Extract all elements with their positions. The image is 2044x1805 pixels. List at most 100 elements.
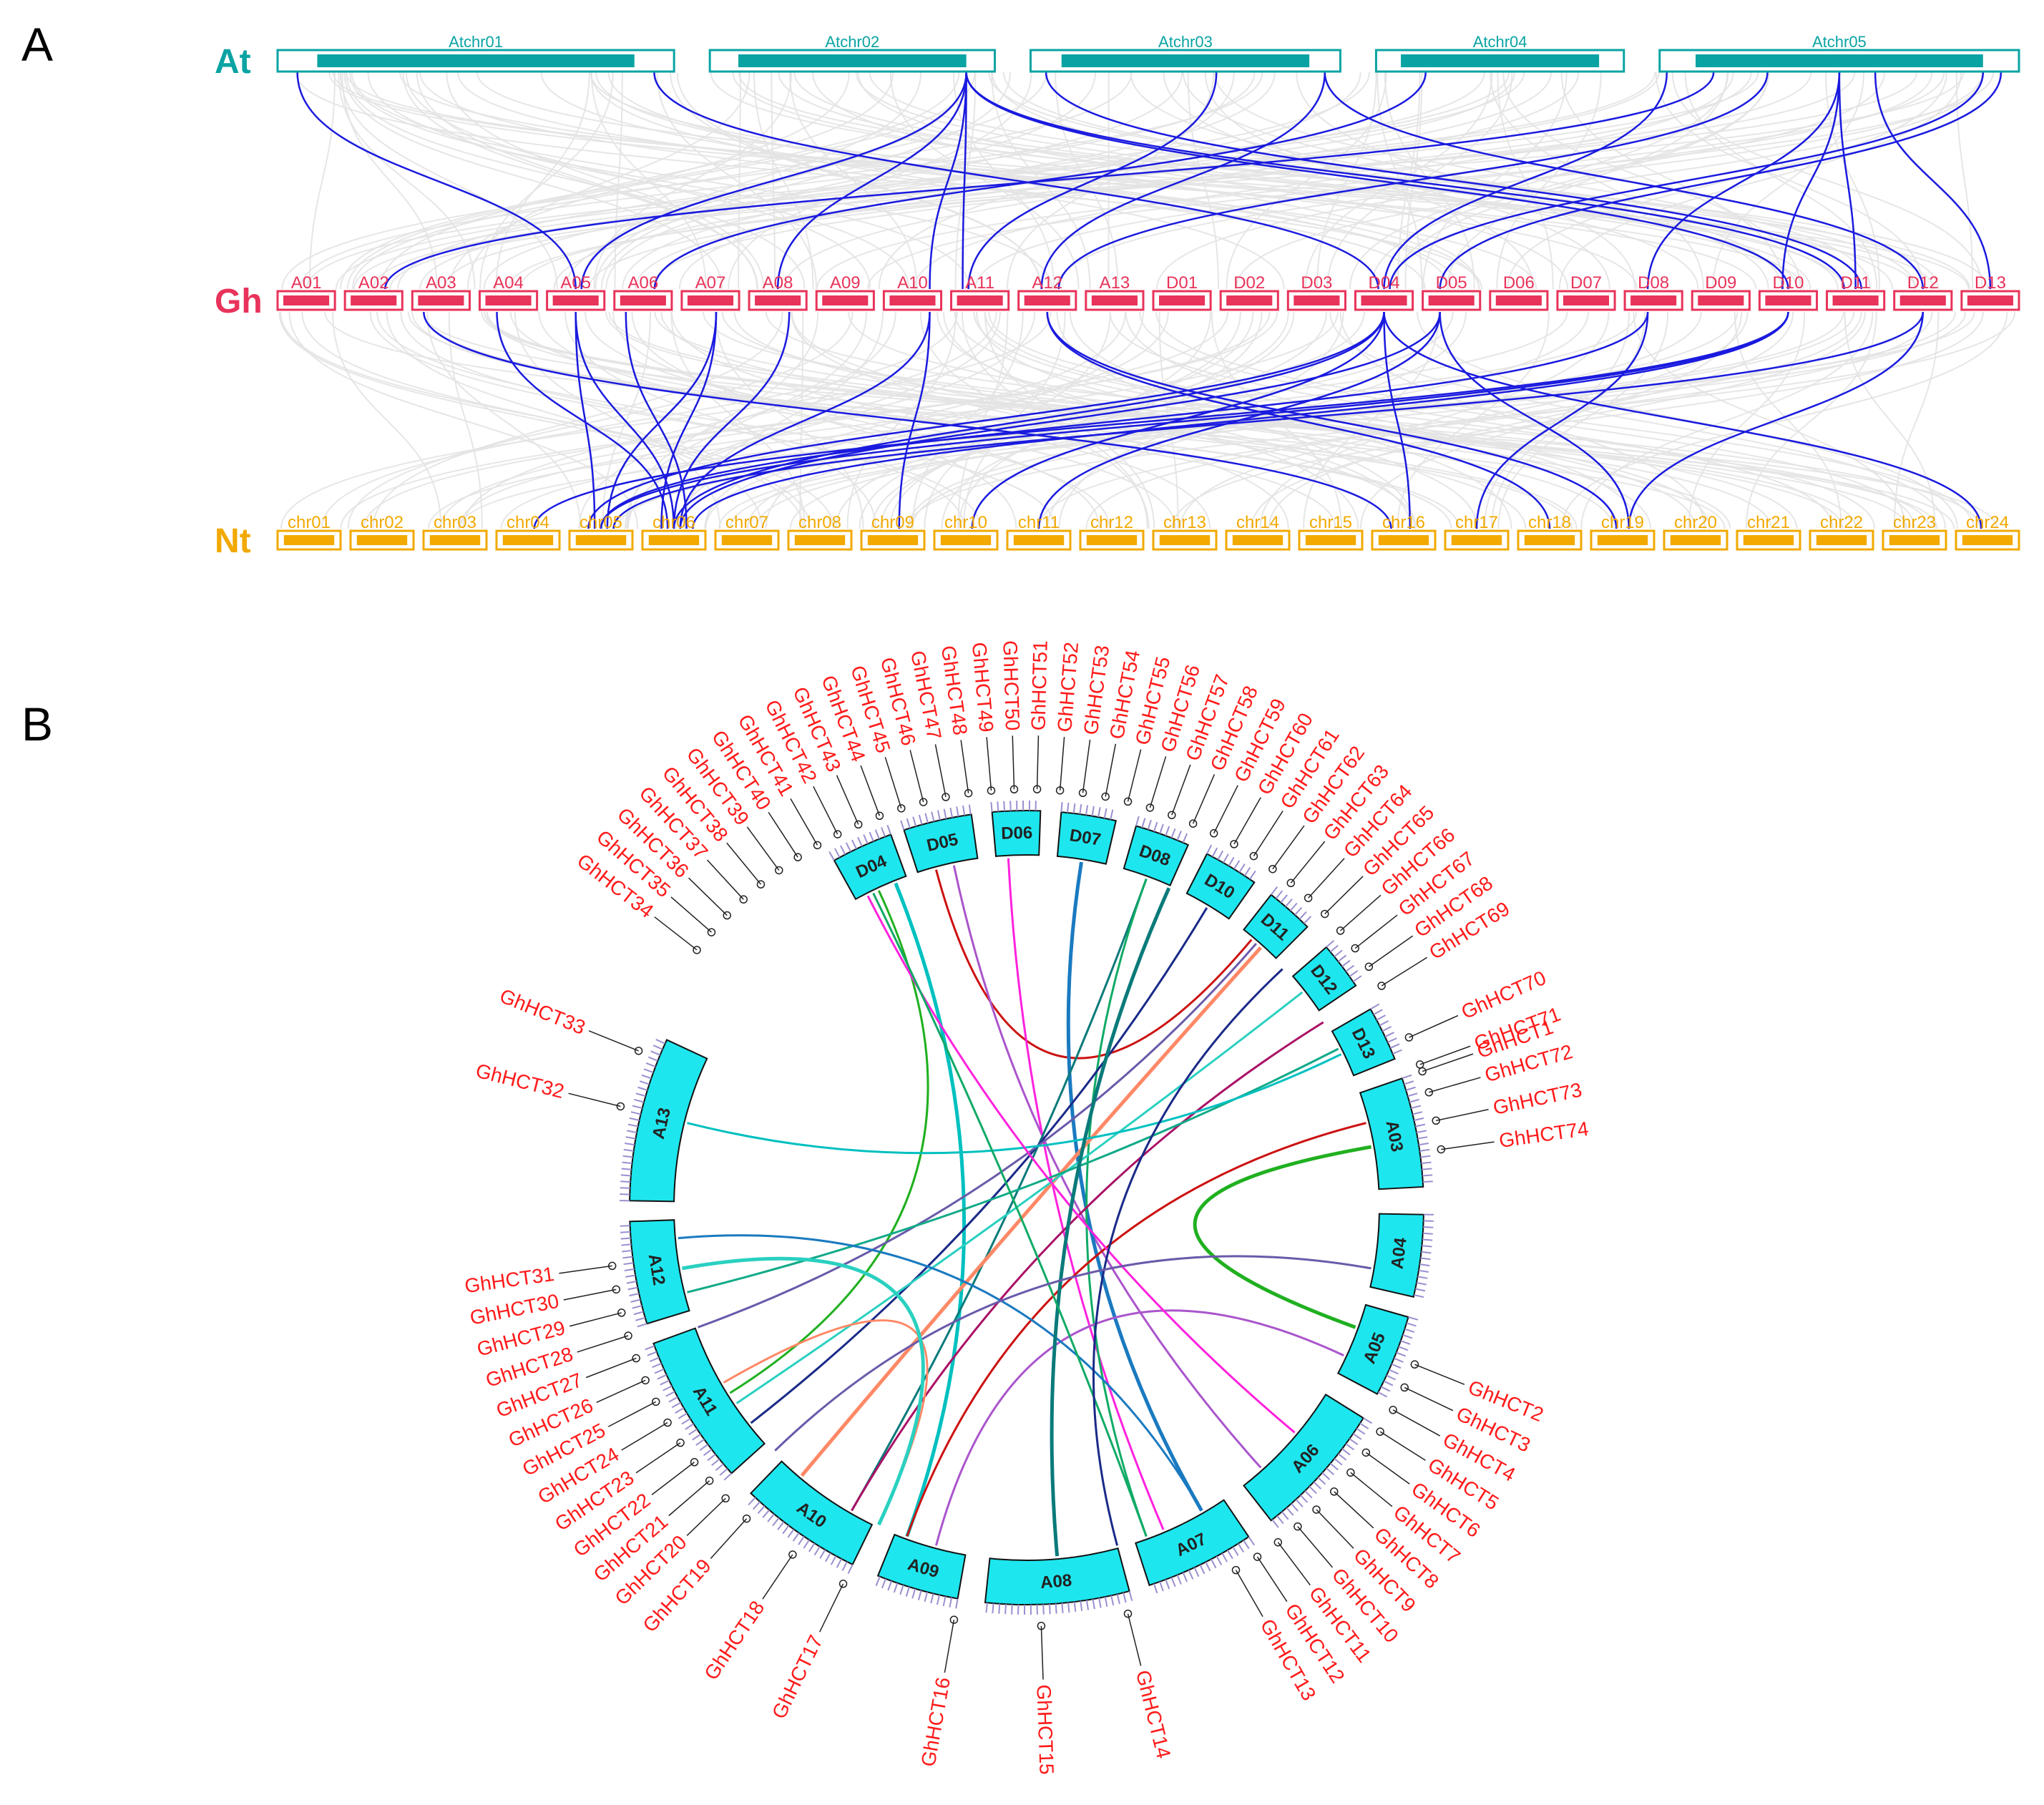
highlighted-collinearity-links (296, 72, 2003, 529)
chromosome-tick (1384, 1032, 1395, 1037)
gene-leader-line (1105, 743, 1117, 797)
chromosome-label: D07 (1570, 273, 1602, 293)
chromosome-tick (645, 1062, 656, 1067)
collinearity-link (660, 311, 718, 529)
background-link (660, 311, 1527, 529)
background-link (1560, 72, 1784, 290)
chromosome-tick (639, 1080, 650, 1085)
chromosome-tick (641, 1074, 652, 1080)
gene-label: GhHCT50 (999, 640, 1024, 731)
background-link (954, 72, 977, 290)
chromosome-tick (881, 827, 886, 837)
gene-marker (641, 1376, 650, 1385)
chromosome-bar (1428, 295, 1475, 305)
background-link (585, 311, 1176, 529)
background-link (427, 311, 1568, 529)
chromosome-tick (1422, 1180, 1433, 1183)
circos-link (851, 1021, 1324, 1512)
chromosome-bar (1305, 535, 1356, 545)
gene-marker (1168, 811, 1176, 820)
chromosome-tick (949, 1597, 953, 1608)
chromosome-tick (1098, 1598, 1102, 1608)
collinearity-link (1324, 72, 1925, 290)
gene-leader-line (1290, 841, 1326, 884)
background-link (670, 72, 1042, 290)
gene-label: GhHCT15 (1032, 1684, 1057, 1775)
background-link (1235, 72, 1985, 290)
chromosome-tick (1392, 1049, 1402, 1055)
gene-marker (693, 946, 701, 954)
chromosome-bar (1889, 535, 1940, 545)
circos-chromosome (833, 833, 907, 901)
chromosome-tick (1221, 1552, 1228, 1562)
circos-chromosome (1056, 811, 1118, 865)
chromosome-tick (924, 813, 929, 823)
gene-leader-line (762, 1554, 793, 1600)
chromosome-label: chr22 (1820, 513, 1863, 532)
chromosome-tick (1128, 1590, 1133, 1601)
chromosome-tick (830, 1555, 837, 1565)
gene-leader-line (563, 1288, 617, 1301)
chromosome-tick (1055, 1603, 1057, 1614)
gene-leader-line (706, 859, 744, 900)
gene-marker (1032, 785, 1042, 793)
chromosome-tick (1406, 1322, 1417, 1327)
chromosome-tick (942, 1596, 947, 1607)
chromosome-tick (1414, 1294, 1424, 1298)
gene-leader-line (1316, 1509, 1354, 1549)
gene-marker (875, 811, 884, 821)
circos-chromosome-label: A08 (1040, 1571, 1072, 1593)
collinearity-link (1646, 72, 1841, 290)
chromosome-tick (1352, 1433, 1362, 1440)
background-link (799, 311, 804, 529)
background-link (280, 311, 834, 529)
chromosome-tick (1223, 853, 1229, 864)
chromosome-bar (648, 535, 700, 545)
chromosome-tick (1060, 802, 1063, 813)
chromosome-tick (625, 1136, 636, 1140)
gene-marker (1268, 864, 1277, 874)
circos-link (800, 946, 1263, 1477)
collinearity-link (1475, 311, 1649, 529)
chromosome-label: chr09 (871, 513, 914, 532)
chromosome-tick (1317, 1477, 1326, 1485)
background-link (656, 72, 818, 290)
gene-marker (942, 793, 950, 801)
gene-marker (1329, 1487, 1339, 1496)
chromosome-tick (622, 1161, 632, 1165)
background-link (1055, 72, 1983, 290)
chromosome-tick (1329, 944, 1339, 953)
chromosome-tick (662, 1385, 673, 1391)
gene-marker (793, 853, 802, 861)
gene-leader-line (1324, 876, 1364, 914)
gene-marker (705, 1476, 714, 1485)
chromosome-tick (1373, 1009, 1383, 1015)
background-link (590, 72, 1638, 290)
gene-leader-line (1272, 825, 1305, 870)
chromosome-tick (665, 1391, 675, 1397)
gene-marker (739, 895, 748, 904)
chromosome-tick (1419, 1148, 1430, 1152)
collinearity-link (965, 72, 1789, 290)
chromosome-label: D05 (1436, 273, 1467, 293)
chromosome-label: A05 (560, 273, 591, 293)
chromosome-tick (1376, 1014, 1386, 1021)
chromosome-tick (937, 810, 941, 821)
chromosome-tick (1303, 916, 1312, 924)
gene-leader-line (1365, 1452, 1410, 1484)
background-link (992, 72, 1699, 290)
gene-marker (1253, 1552, 1262, 1561)
panel-a-letter: A (21, 18, 53, 71)
circos-link (952, 865, 1262, 1469)
chromosome-tick (825, 1552, 831, 1562)
chromosome-tick (1421, 1251, 1432, 1254)
collinearity-link (625, 311, 688, 529)
chromosome-tick (649, 1356, 660, 1362)
gene-leader-line (1308, 858, 1345, 899)
circos-link (1092, 968, 1283, 1546)
chromosome-tick (621, 1168, 632, 1170)
circos-chromosome (1369, 1213, 1424, 1298)
gene-marker (742, 1514, 751, 1523)
chromosome-tick (703, 1449, 713, 1457)
chromosome-tick (626, 1281, 637, 1284)
